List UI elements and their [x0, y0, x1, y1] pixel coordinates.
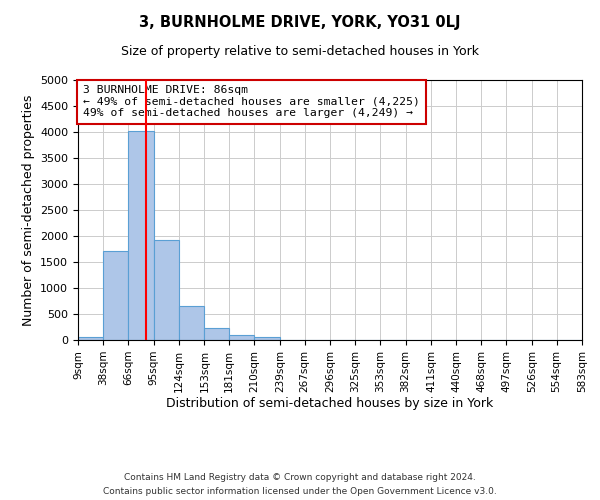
Bar [103, 250, 128, 340]
Bar [229, 336, 254, 340]
Bar [128, 131, 154, 340]
Text: 3, BURNHOLME DRIVE, YORK, YO31 0LJ: 3, BURNHOLME DRIVE, YORK, YO31 0LJ [139, 15, 461, 30]
X-axis label: Distribution of semi-detached houses by size in York: Distribution of semi-detached houses by … [166, 398, 494, 410]
Bar [154, 240, 179, 340]
Text: Contains HM Land Registry data © Crown copyright and database right 2024.: Contains HM Land Registry data © Crown c… [124, 473, 476, 482]
Text: 3 BURNHOLME DRIVE: 86sqm
← 49% of semi-detached houses are smaller (4,225)
49% o: 3 BURNHOLME DRIVE: 86sqm ← 49% of semi-d… [83, 85, 420, 118]
Bar [78, 338, 103, 340]
Text: Size of property relative to semi-detached houses in York: Size of property relative to semi-detach… [121, 45, 479, 58]
Bar [179, 306, 205, 340]
Bar [205, 328, 229, 340]
Text: Contains public sector information licensed under the Open Government Licence v3: Contains public sector information licen… [103, 486, 497, 496]
Bar [254, 338, 280, 340]
Y-axis label: Number of semi-detached properties: Number of semi-detached properties [22, 94, 35, 326]
